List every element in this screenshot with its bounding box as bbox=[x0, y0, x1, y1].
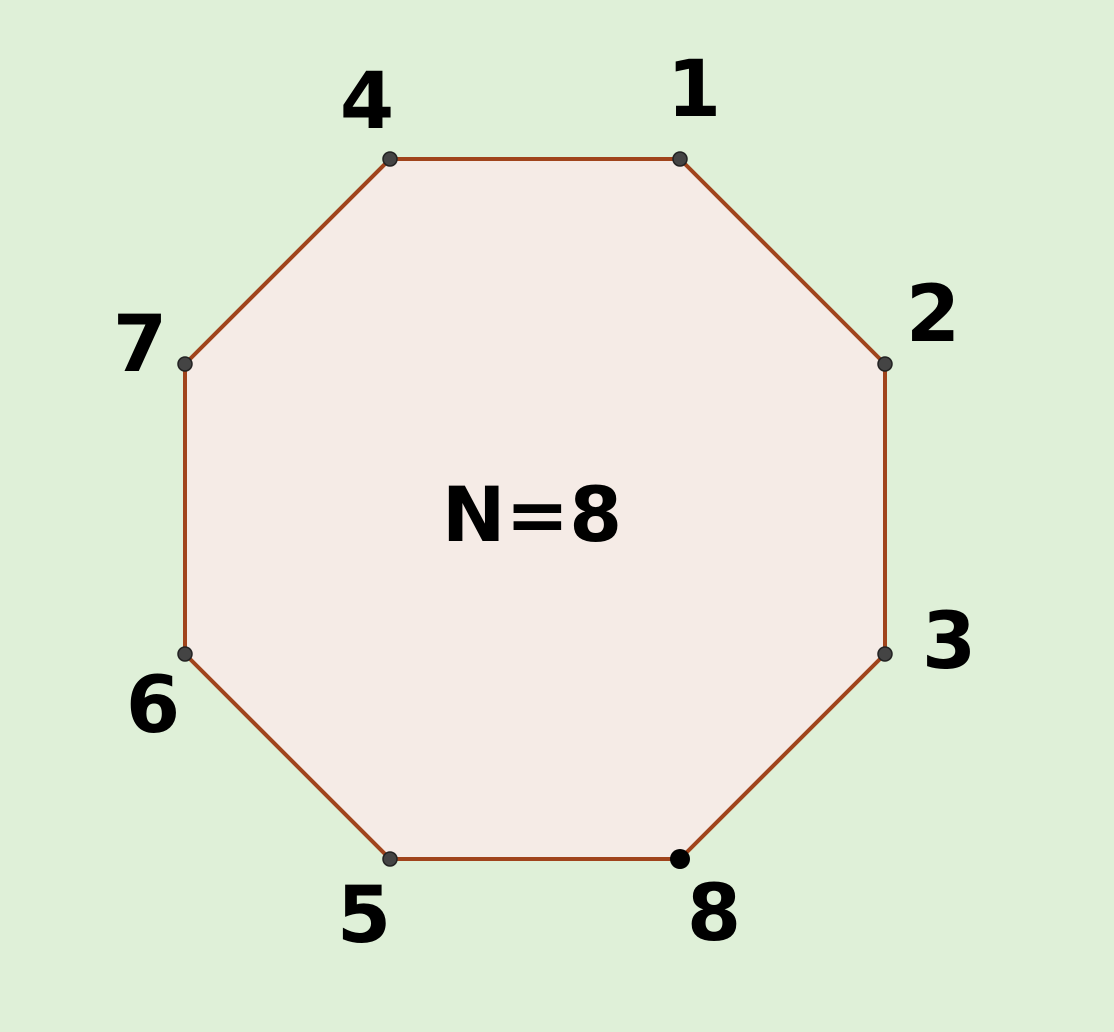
vertex-label-8: 8 bbox=[687, 869, 741, 959]
polygon-count-label: N=8 bbox=[442, 470, 622, 559]
vertex-point-1[interactable] bbox=[672, 151, 688, 167]
vertex-point-3[interactable] bbox=[877, 646, 893, 662]
vertex-point-6[interactable] bbox=[177, 646, 193, 662]
vertex-point-5[interactable] bbox=[382, 851, 398, 867]
vertex-point-7[interactable] bbox=[177, 356, 193, 372]
vertex-label-4: 4 bbox=[340, 57, 394, 147]
vertex-point-2[interactable] bbox=[877, 356, 893, 372]
vertex-point-8[interactable] bbox=[670, 849, 690, 869]
vertex-label-7: 7 bbox=[113, 300, 167, 390]
vertex-label-3: 3 bbox=[922, 597, 976, 687]
vertex-label-5: 5 bbox=[337, 871, 391, 961]
vertex-label-6: 6 bbox=[126, 661, 180, 751]
vertex-label-2: 2 bbox=[906, 270, 960, 360]
vertex-label-1: 1 bbox=[667, 45, 721, 135]
vertex-point-4[interactable] bbox=[382, 151, 398, 167]
